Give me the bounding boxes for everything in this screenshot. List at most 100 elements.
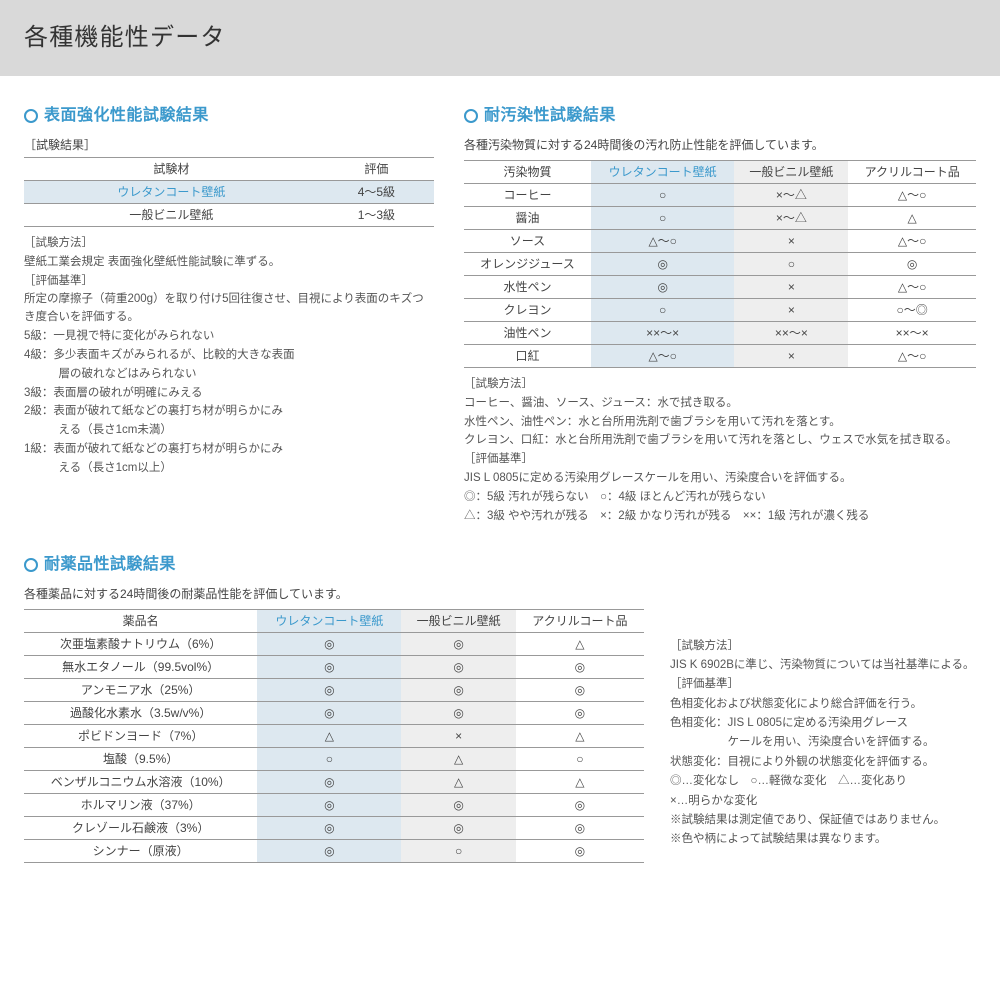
cell-name: ソース [464,230,591,253]
section-surface-strength: 表面強化性能試験結果 ［試験結果］ 試験材評価 ウレタンコート壁紙4～5級一般ビ… [24,104,434,527]
section1-notes: ［試験方法］壁紙工業会規定 表面強化壁紙性能試験に準ずる。［評価基準］所定の摩擦… [24,235,434,478]
note-line: ［試験方法］ [464,376,976,394]
cell-value: ○ [591,299,735,322]
cell-value: △～○ [848,276,976,299]
cell-name: オレンジジュース [464,253,591,276]
cell-name: 塩酸（9.5%） [24,747,257,770]
cell-value: ○ [516,747,644,770]
section2-desc: 各種汚染物質に対する24時間後の汚れ防止性能を評価しています。 [464,136,976,154]
cell-value: ◎ [401,793,515,816]
cell-name: ベンザルコニウム水溶液（10%） [24,770,257,793]
note-line: コーヒー、醤油、ソース、ジュース：水で拭き取る。 [464,395,976,413]
header-band: 各種機能性データ [0,0,1000,76]
cell-value: △～○ [591,230,735,253]
cell-value: △ [401,747,515,770]
note-line: ［評価基準］ [24,273,434,291]
content: 表面強化性能試験結果 ［試験結果］ 試験材評価 ウレタンコート壁紙4～5級一般ビ… [0,76,1000,863]
cell-name: ホルマリン液（37%） [24,793,257,816]
note-line: ［評価基準］ [464,451,976,469]
note-line: ケールを用い、汚染度合いを評価する。 [670,733,976,751]
cell-value: ◎ [401,678,515,701]
note-line: △：3級 やや汚れが残る ×：2級 かなり汚れが残る ××：1級 汚れが濃く残る [464,508,976,526]
note-line: ［評価基準］ [670,675,976,693]
cell-name: 無水エタノール（99.5vol%） [24,655,257,678]
cell-value: △ [257,724,401,747]
cell-name: 醤油 [464,207,591,230]
note-line: JIS L 0805に定める汚染用グレースケールを用い、汚染度合いを評価する。 [464,470,976,488]
cell-value: ◎ [257,770,401,793]
table-row: クレゾール石鹸液（3%）◎◎◎ [24,816,644,839]
table-row: ソース△～○×△～○ [464,230,976,253]
table-row: アンモニア水（25%）◎◎◎ [24,678,644,701]
cell-name: クレヨン [464,299,591,322]
cell-name: 水性ペン [464,276,591,299]
cell-value: ○ [257,747,401,770]
cell-value: × [734,345,848,368]
cell-value: ××～× [848,322,976,345]
section1-table: 試験材評価 ウレタンコート壁紙4～5級一般ビニル壁紙1～3級 [24,157,434,227]
section3-desc: 各種薬品に対する24時間後の耐薬品性能を評価しています。 [24,585,976,603]
cell-value: △～○ [848,184,976,207]
cell-value: ◎ [401,701,515,724]
cell-value: ◎ [257,701,401,724]
cell-value: ◎ [401,632,515,655]
cell-value: ◎ [516,839,644,862]
note-line: える（長さ1cm以上） [24,460,434,478]
cell-value: ◎ [516,793,644,816]
table-row: 塩酸（9.5%）○△○ [24,747,644,770]
table-row: 次亜塩素酸ナトリウム（6%）◎◎△ [24,632,644,655]
cell-value: ◎ [516,655,644,678]
table-header: ウレタンコート壁紙 [257,609,401,632]
section1-title: 表面強化性能試験結果 [44,104,209,128]
cell-value: ◎ [257,839,401,862]
cell-value: ◎ [591,276,735,299]
cell-name: 過酸化水素水（3.5w/v%） [24,701,257,724]
cell-value: ◎ [257,678,401,701]
cell-value: ××～× [591,322,735,345]
table-row: シンナー（原液）◎○◎ [24,839,644,862]
note-line: 1級：表面が破れて紙などの裏打ち材が明らかにみ [24,441,434,459]
cell-value: ◎ [516,701,644,724]
cell-value: ◎ [401,816,515,839]
cell-value: × [734,276,848,299]
section1-heading: 表面強化性能試験結果 [24,104,434,128]
cell-value: ○ [591,207,735,230]
cell-value: ◎ [257,632,401,655]
cell-value: × [734,299,848,322]
cell-value: ◎ [591,253,735,276]
cell-name: 口紅 [464,345,591,368]
cell-value: ◎ [516,816,644,839]
bullet-icon [464,109,478,123]
cell-value: △ [516,632,644,655]
cell-name: 一般ビニル壁紙 [24,204,319,227]
cell-value: ○～◎ [848,299,976,322]
cell-value: 4～5級 [319,181,434,204]
cell-value: ×～△ [734,184,848,207]
note-line: 4級：多少表面キズがみられるが、比較的大きな表面 [24,347,434,365]
table-header: 一般ビニル壁紙 [734,161,848,184]
cell-value: ◎ [401,655,515,678]
cell-value: △～○ [848,230,976,253]
cell-value: ◎ [257,793,401,816]
note-line: 2級：表面が破れて紙などの裏打ち材が明らかにみ [24,403,434,421]
note-line: 状態変化：目視により外観の状態変化を評価する。 [670,753,976,771]
table-row: 醤油○×～△△ [464,207,976,230]
bullet-icon [24,109,38,123]
cell-value: △ [516,724,644,747]
table-row: オレンジジュース◎○◎ [464,253,976,276]
cell-value: △～○ [848,345,976,368]
note-line: える（長さ1cm未満） [24,422,434,440]
note-line: 層の破れなどはみられない [24,366,434,384]
section2-notes: ［試験方法］コーヒー、醤油、ソース、ジュース：水で拭き取る。水性ペン、油性ペン：… [464,376,976,526]
table-row: 水性ペン◎×△～○ [464,276,976,299]
table-header: アクリルコート品 [848,161,976,184]
cell-value: ○ [401,839,515,862]
section3-heading: 耐薬品性試験結果 [24,553,976,577]
note-line: 3級：表面層の破れが明確にみえる [24,385,434,403]
note-line: クレヨン、口紅：水と台所用洗剤で歯ブラシを用いて汚れを落とし、ウェスで水気を拭き… [464,432,976,450]
cell-value: ××～× [734,322,848,345]
section1-sublabel: ［試験結果］ [24,136,434,154]
table-row: ベンザルコニウム水溶液（10%）◎△△ [24,770,644,793]
cell-value: △ [516,770,644,793]
note-line: 壁紙工業会規定 表面強化壁紙性能試験に準ずる。 [24,254,434,272]
